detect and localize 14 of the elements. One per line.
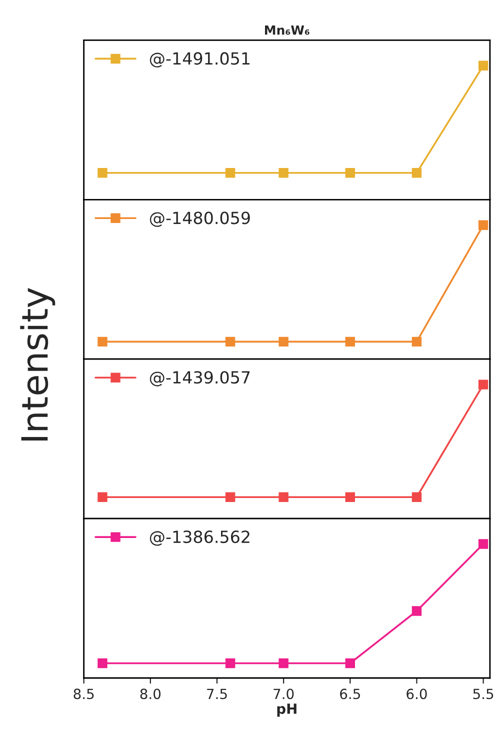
- x-tick-label: 5.5: [473, 688, 494, 700]
- legend-label: @-1386.562: [150, 530, 250, 546]
- x-tick-label: 6.0: [406, 688, 427, 700]
- y-axis-title: Intensity: [20, 288, 56, 441]
- x-tick-label: 7.0: [274, 688, 294, 700]
- x-tick-label: 7.5: [207, 688, 227, 700]
- x-tick-label: 8.5: [74, 688, 94, 700]
- x-axis-title: pH: [277, 704, 296, 717]
- legend-label: @-1439.057: [150, 371, 250, 386]
- x-tick-label: 8.0: [140, 688, 161, 700]
- legend-label: @-1480.059: [150, 212, 250, 227]
- chart-title: Mn₆W₆: [265, 26, 310, 35]
- x-tick-label: 6.5: [340, 688, 360, 700]
- legend-label: @-1491.051: [150, 52, 250, 68]
